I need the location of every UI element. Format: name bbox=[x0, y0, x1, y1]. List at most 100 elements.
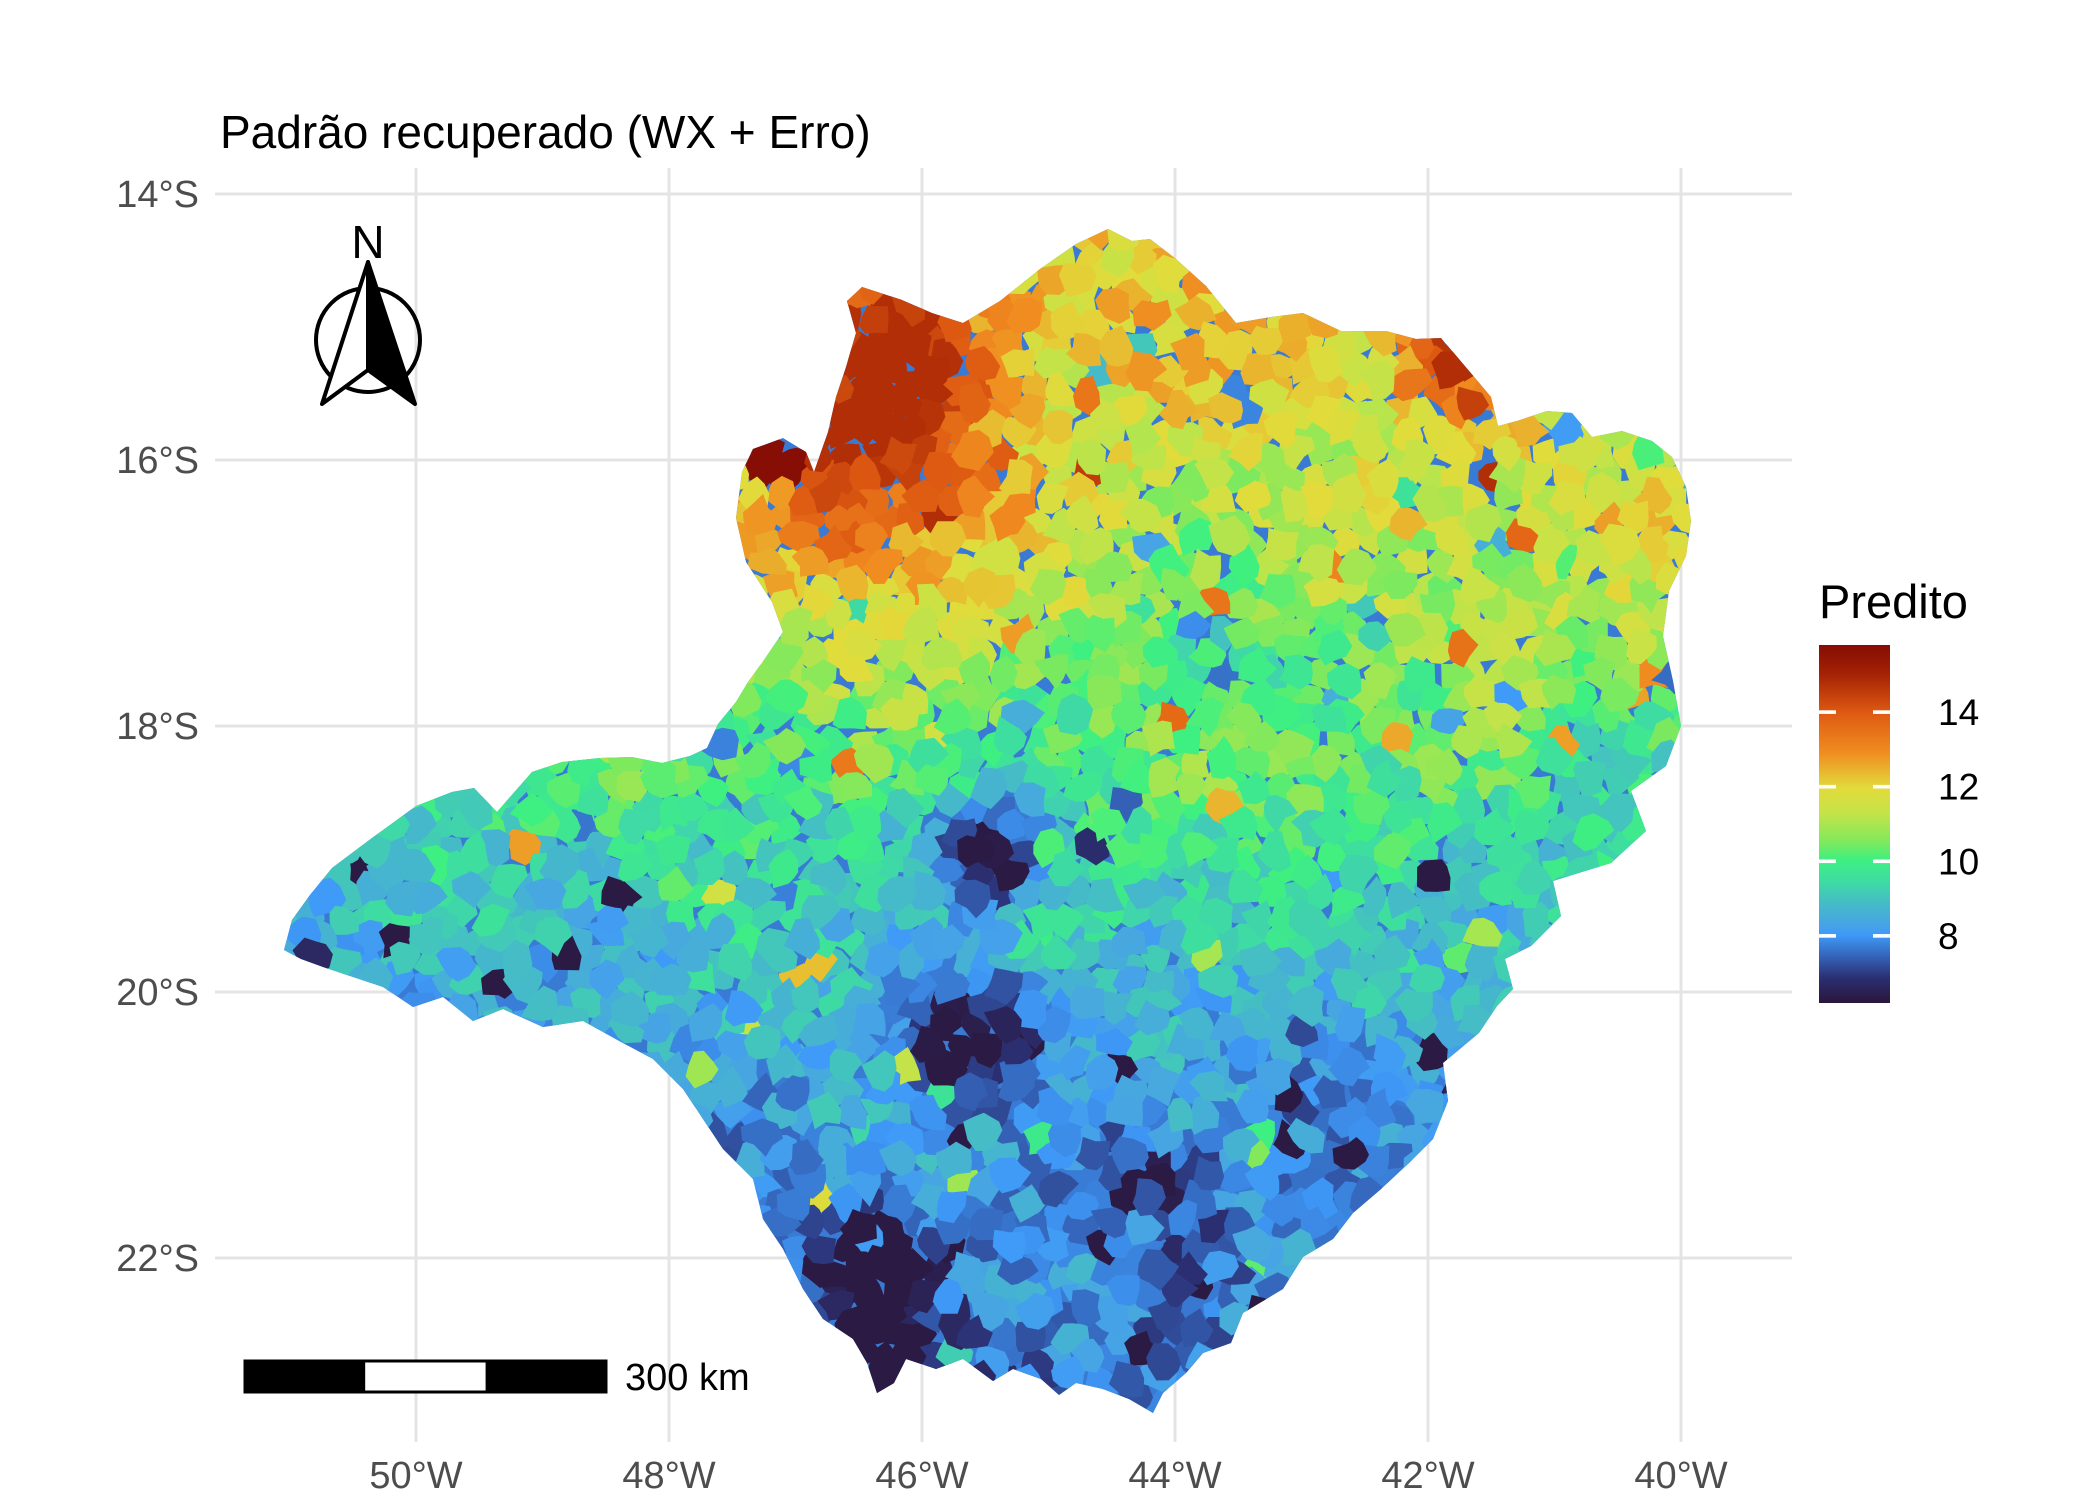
municipality-cell bbox=[1373, 1033, 1407, 1074]
municipality-cell bbox=[932, 1277, 964, 1314]
municipality-cell bbox=[832, 696, 867, 730]
municipality-cell bbox=[992, 1229, 1027, 1264]
municipality-cell bbox=[944, 1251, 986, 1284]
municipality-cell bbox=[902, 605, 940, 645]
municipality-cell bbox=[1240, 352, 1277, 386]
municipality-cell bbox=[1125, 351, 1168, 392]
municipality-cell bbox=[845, 408, 886, 448]
municipality-cell bbox=[458, 790, 493, 831]
municipality-cell bbox=[1424, 747, 1463, 786]
municipality-cell bbox=[889, 385, 923, 417]
municipality-cell bbox=[1441, 663, 1475, 696]
municipality-cell bbox=[1189, 1070, 1228, 1102]
municipality-cell bbox=[1218, 805, 1258, 842]
municipality-cell bbox=[758, 694, 800, 732]
municipality-cell bbox=[1141, 720, 1175, 757]
municipality-cell bbox=[1208, 514, 1251, 557]
y-axis-tick-label: 16°S bbox=[116, 440, 199, 482]
municipality-cell bbox=[1389, 507, 1428, 541]
municipality-cell bbox=[1331, 914, 1373, 958]
municipality-cell bbox=[1197, 964, 1239, 998]
municipality-cell bbox=[843, 628, 883, 665]
municipality-cell bbox=[1047, 1121, 1082, 1158]
municipality-cell bbox=[791, 545, 829, 577]
municipality-cell bbox=[747, 547, 787, 575]
municipality-cell bbox=[1263, 411, 1298, 449]
municipality-cell bbox=[1006, 297, 1043, 334]
municipality-cell bbox=[801, 895, 841, 930]
municipality-cell bbox=[1486, 834, 1525, 873]
legend-tick-label: 12 bbox=[1938, 767, 1979, 808]
municipality-cell bbox=[837, 772, 872, 800]
municipality-cell bbox=[658, 865, 694, 902]
municipality-cell bbox=[1670, 501, 1691, 534]
municipality-cell bbox=[1075, 1136, 1111, 1171]
municipality-cell bbox=[352, 919, 386, 956]
municipality-cell bbox=[1170, 332, 1205, 371]
legend-tick-mark bbox=[1819, 859, 1836, 864]
municipality-cell bbox=[957, 835, 996, 868]
municipality-cell bbox=[1317, 629, 1353, 666]
municipality-cell bbox=[1312, 703, 1347, 732]
legend-tick-mark bbox=[1819, 784, 1836, 789]
municipality-cell bbox=[1379, 570, 1418, 600]
municipality-cell bbox=[956, 475, 995, 518]
municipality-cell bbox=[1145, 1067, 1181, 1107]
municipality-cell bbox=[1149, 895, 1179, 928]
municipality-cell bbox=[1140, 832, 1169, 869]
municipality-cell bbox=[1029, 568, 1067, 606]
municipality-cell bbox=[880, 697, 920, 731]
municipality-cell bbox=[1566, 585, 1600, 623]
municipality-cell bbox=[929, 521, 967, 557]
municipality-cell bbox=[911, 352, 951, 391]
municipality-cell bbox=[1241, 899, 1278, 941]
municipality-cell bbox=[879, 436, 917, 476]
municipality-cell bbox=[1070, 1338, 1105, 1373]
municipality-cell bbox=[1036, 1086, 1074, 1126]
municipality-cell bbox=[781, 1009, 820, 1044]
municipality-cell bbox=[908, 737, 950, 777]
municipality-cell bbox=[1096, 991, 1134, 1026]
municipality-cell bbox=[1353, 787, 1391, 826]
municipality-cell bbox=[1286, 1117, 1325, 1154]
municipality-cell bbox=[901, 478, 939, 512]
municipality-cell bbox=[1259, 573, 1296, 609]
municipality-cell bbox=[799, 747, 833, 784]
legend-tick-label: 10 bbox=[1938, 841, 1979, 882]
municipality-cell bbox=[1427, 802, 1463, 844]
municipality-cell bbox=[1308, 346, 1344, 383]
municipality-cell bbox=[934, 971, 970, 1005]
municipality-cell bbox=[1160, 567, 1192, 601]
municipality-cell bbox=[1450, 985, 1480, 1022]
municipality-cell bbox=[1339, 854, 1380, 894]
municipality-cell bbox=[1420, 680, 1460, 722]
municipality-cell bbox=[1012, 989, 1048, 1030]
legend-tick-mark bbox=[1873, 934, 1890, 938]
municipality-cell bbox=[398, 805, 437, 845]
municipality-cell bbox=[849, 452, 881, 492]
municipality-cell bbox=[1232, 1225, 1274, 1264]
scale-bar-segment-white bbox=[365, 1361, 486, 1392]
municipality-cell bbox=[1411, 612, 1449, 650]
municipality-cell bbox=[1014, 628, 1046, 666]
municipality-cell bbox=[829, 1048, 863, 1084]
municipality-cell bbox=[1455, 828, 1488, 864]
municipality-cell bbox=[886, 788, 925, 828]
municipality-cell bbox=[1380, 721, 1414, 758]
municipality-cell bbox=[1573, 760, 1606, 797]
municipality-cell bbox=[784, 917, 821, 960]
municipality-cell bbox=[435, 947, 477, 982]
municipality-cell bbox=[1286, 784, 1324, 819]
municipality-cell bbox=[1409, 963, 1445, 994]
municipality-cell bbox=[734, 741, 771, 779]
legend-tick-mark bbox=[1819, 934, 1836, 938]
municipality-cell bbox=[534, 916, 573, 957]
municipality-cell bbox=[674, 793, 710, 823]
municipality-cell bbox=[879, 1140, 917, 1177]
municipality-cell bbox=[1328, 1096, 1373, 1139]
municipality-cell bbox=[1506, 563, 1542, 603]
municipality-cell bbox=[1200, 483, 1236, 513]
municipality-cell bbox=[980, 574, 1016, 609]
municipality-cell bbox=[839, 1209, 878, 1246]
